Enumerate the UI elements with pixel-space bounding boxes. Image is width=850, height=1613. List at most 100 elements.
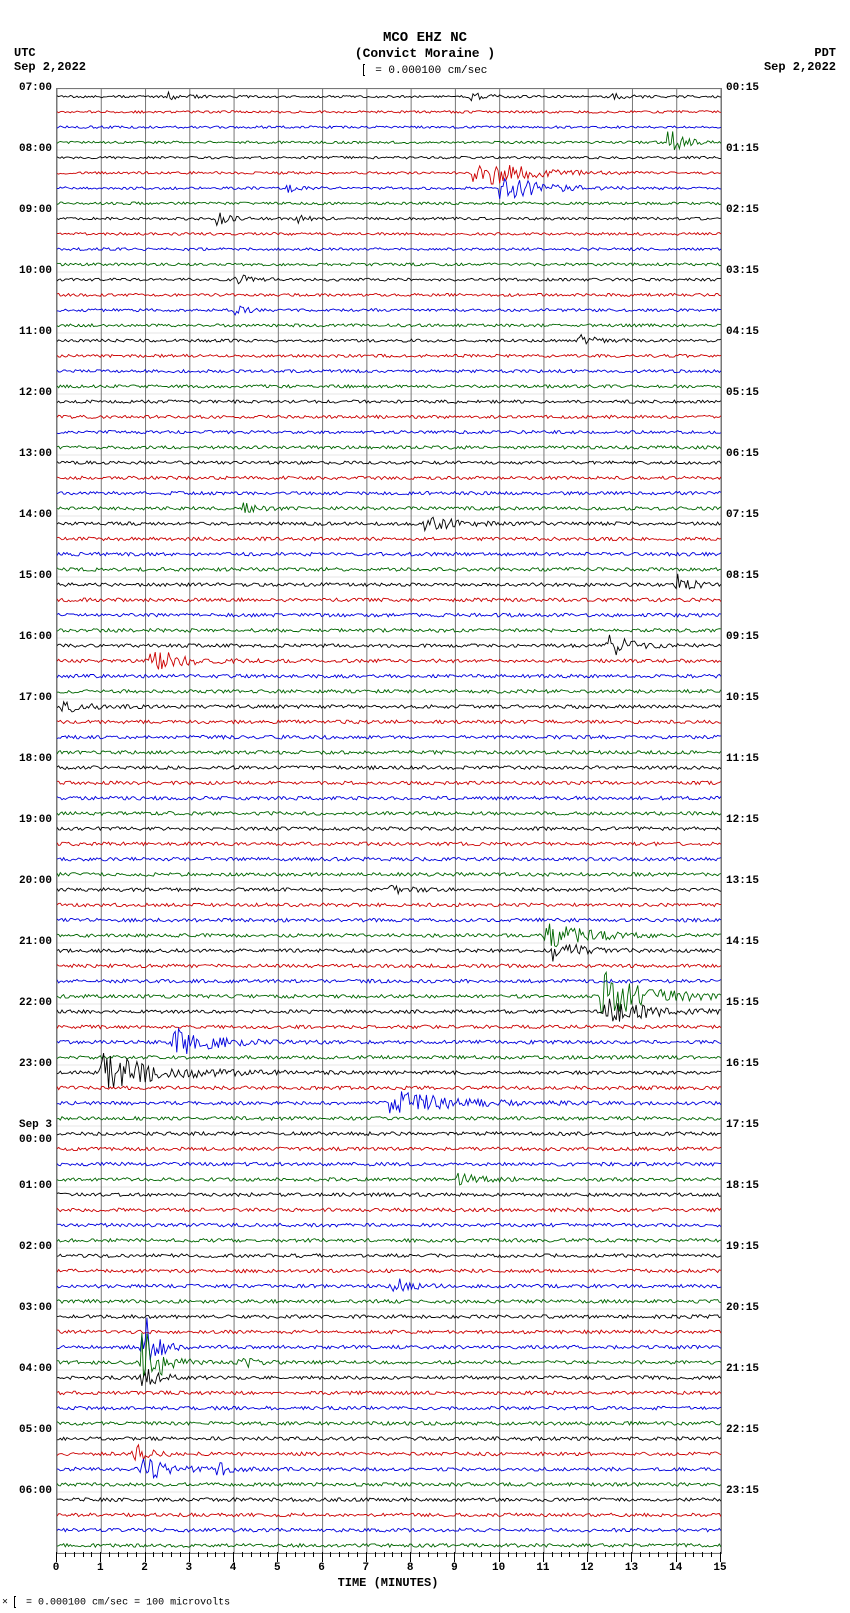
seismogram-svg — [57, 89, 721, 1553]
trace-row — [57, 126, 721, 128]
trace-row — [57, 354, 721, 357]
x-tick-minor — [375, 1552, 376, 1557]
trace-row — [57, 812, 721, 816]
x-tick-minor — [667, 1552, 668, 1557]
x-tick-major — [543, 1552, 544, 1562]
trace-row — [57, 702, 721, 712]
x-tick-major — [631, 1552, 632, 1562]
x-tick-label: 12 — [581, 1562, 594, 1574]
trace-row — [57, 720, 721, 724]
x-tick-label: 8 — [407, 1562, 414, 1574]
x-tick-minor — [596, 1552, 597, 1557]
trace-row — [57, 1193, 721, 1197]
x-tick-minor — [534, 1552, 535, 1557]
trace-row — [57, 324, 721, 327]
trace-row — [57, 903, 721, 907]
trace-row — [57, 275, 721, 284]
trace-row — [57, 1459, 721, 1478]
x-tick-minor — [463, 1552, 464, 1557]
x-tick-minor — [74, 1552, 75, 1557]
trace-row — [57, 652, 721, 669]
pdt-hour-label: 21:15 — [724, 1363, 784, 1375]
x-axis-label: TIME (MINUTES) — [56, 1576, 720, 1590]
x-tick-minor — [614, 1552, 615, 1557]
utc-hour-label: 04:00 — [0, 1363, 54, 1375]
trace-row — [57, 503, 721, 513]
trace-row — [57, 1422, 721, 1426]
trace-row — [57, 492, 721, 495]
trace-row — [57, 385, 721, 388]
pdt-hour-label: 05:15 — [724, 387, 784, 399]
x-tick-minor — [640, 1552, 641, 1557]
x-tick-minor — [224, 1552, 225, 1557]
x-tick-label: 4 — [230, 1562, 237, 1574]
trace-row — [57, 629, 721, 633]
station-subtitle: (Convict Moraine ) — [0, 46, 850, 61]
utc-hour-label: 00:00 — [0, 1134, 54, 1146]
x-tick-label: 10 — [492, 1562, 505, 1574]
trace-row — [57, 92, 721, 101]
x-tick-label: 3 — [185, 1562, 192, 1574]
footer-caption: × = 0.000100 cm/sec = 100 microvolts — [2, 1596, 230, 1609]
trace-row — [57, 1315, 721, 1319]
x-tick-minor — [242, 1552, 243, 1557]
trace-row — [57, 1239, 721, 1243]
scale-text: = 0.000100 cm/sec — [375, 65, 487, 77]
trace-row — [57, 1318, 721, 1361]
pdt-hour-label: 16:15 — [724, 1058, 784, 1070]
utc-hour-label: 15:00 — [0, 570, 54, 582]
utc-hour-label: 07:00 — [0, 82, 54, 94]
trace-row — [57, 1223, 721, 1227]
x-tick-minor — [251, 1552, 252, 1557]
x-tick-minor — [508, 1552, 509, 1557]
trace-row — [57, 1208, 721, 1212]
x-tick-major — [322, 1552, 323, 1562]
footer-prefix: × — [2, 1598, 8, 1609]
x-tick-minor — [685, 1552, 686, 1557]
trace-row — [57, 476, 721, 479]
trace-row — [57, 1483, 721, 1487]
trace-row — [57, 1117, 721, 1121]
trace-row — [57, 1056, 721, 1060]
trace-row — [57, 918, 721, 922]
trace-row — [57, 400, 721, 403]
trace-row — [57, 156, 721, 159]
trace-row — [57, 1300, 721, 1304]
trace-row — [57, 1391, 721, 1395]
x-tick-minor — [118, 1552, 119, 1557]
x-tick-minor — [268, 1552, 269, 1557]
x-tick-major — [499, 1552, 500, 1562]
x-tick-minor — [313, 1552, 314, 1557]
tz-left-label: UTC — [14, 46, 36, 60]
x-tick-major — [233, 1552, 234, 1562]
trace-row — [57, 690, 721, 694]
x-tick-minor — [91, 1552, 92, 1557]
trace-row — [57, 517, 721, 530]
trace-row — [57, 1091, 721, 1113]
trace-row — [57, 179, 721, 199]
x-tick-major — [410, 1552, 411, 1562]
utc-hour-labels: 07:0008:0009:0010:0011:0012:0013:0014:00… — [0, 88, 54, 1552]
date-left-label: Sep 2,2022 — [14, 60, 86, 74]
utc-hour-label: 21:00 — [0, 936, 54, 948]
trace-row — [57, 1330, 721, 1334]
scale-bar-icon — [363, 64, 365, 76]
utc-hour-label: 19:00 — [0, 814, 54, 826]
x-tick-major — [56, 1552, 57, 1562]
x-tick-minor — [198, 1552, 199, 1557]
x-tick-label: 14 — [669, 1562, 682, 1574]
utc-hour-label: 20:00 — [0, 875, 54, 887]
pdt-hour-label: 22:15 — [724, 1424, 784, 1436]
x-tick-minor — [392, 1552, 393, 1557]
trace-row — [57, 248, 721, 251]
trace-row — [57, 1269, 721, 1273]
trace-row — [57, 1162, 721, 1166]
trace-row — [57, 766, 721, 770]
x-tick-minor — [578, 1552, 579, 1557]
trace-row — [57, 1025, 721, 1029]
x-tick-major — [145, 1552, 146, 1562]
trace-row — [57, 335, 721, 344]
trace-row — [57, 999, 721, 1022]
trace-row — [57, 1053, 721, 1088]
trace-row — [57, 873, 721, 877]
